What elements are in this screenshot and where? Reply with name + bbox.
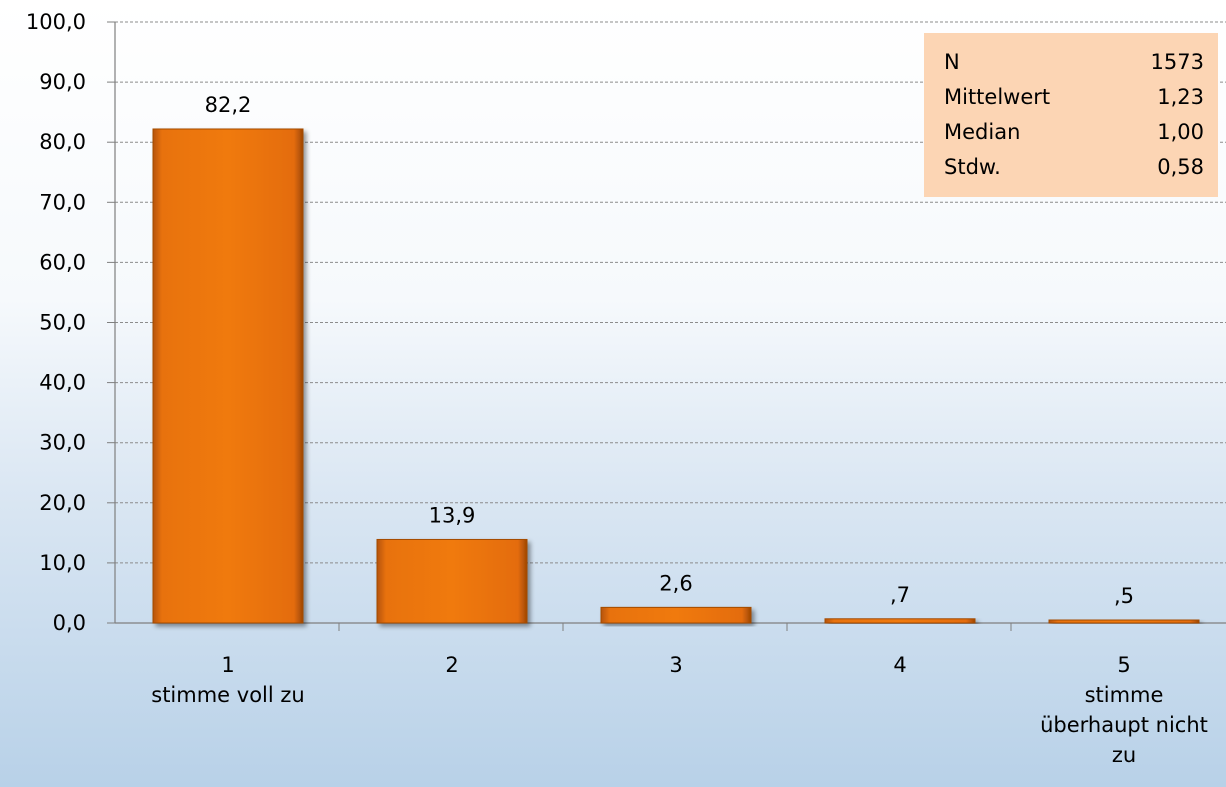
x-category-label: 2 [445,653,458,677]
stats-label: Median [944,120,1021,144]
bars [152,128,1200,624]
stats-value: 1573 [1150,50,1204,74]
y-tick-label: 80,0 [39,130,86,154]
stats-label: Mittelwert [944,85,1051,109]
data-label: 13,9 [429,503,476,527]
bar [600,606,752,624]
data-label: 2,6 [659,571,692,595]
stats-label: N [944,50,960,74]
labels: 0,0 10,0 20,0 30,0 40,0 50,0 60,0 70,0 80,0 90,0 1… [26,10,1208,767]
bar [376,538,528,624]
y-tick-label: 70,0 [39,190,86,214]
stats-row-median: Median 1,00 [944,115,1204,150]
y-tick-label: 0,0 [53,611,86,635]
x-category-label: 4 [893,653,906,677]
y-tick-label: 40,0 [39,371,86,395]
y-tick-label: 90,0 [39,70,86,94]
y-tick-label: 20,0 [39,491,86,515]
stats-value: 1,23 [1157,85,1204,109]
y-tick-label: 60,0 [39,250,86,274]
stats-value: 1,00 [1157,120,1204,144]
x-category-label: stimme voll zu [151,683,304,707]
x-category-label: 3 [669,653,682,677]
x-category-label: stimme [1085,683,1164,707]
bar [152,128,304,624]
statistics-box: N 1573 Mittelwert 1,23 Median 1,00 Stdw.… [924,33,1218,197]
stats-row-n: N 1573 [944,45,1204,80]
stats-row-mean: Mittelwert 1,23 [944,80,1204,115]
stats-row-stdev: Stdw. 0,58 [944,150,1204,185]
y-tick-label: 50,0 [39,311,86,335]
data-label: 82,2 [205,93,252,117]
x-category-label: 5 [1117,653,1130,677]
x-category-label: zu [1112,743,1136,767]
data-label: ,7 [890,583,910,607]
y-tick-label: 10,0 [39,551,86,575]
y-tick-label: 30,0 [39,431,86,455]
x-category-label: 1 [221,653,234,677]
stats-value: 0,58 [1157,155,1204,179]
bar [824,618,976,624]
y-tick-label: 100,0 [26,10,86,34]
bar [1048,619,1200,624]
x-category-label: überhaupt nicht [1040,713,1208,737]
data-label: ,5 [1114,584,1134,608]
stats-label: Stdw. [944,155,1001,179]
